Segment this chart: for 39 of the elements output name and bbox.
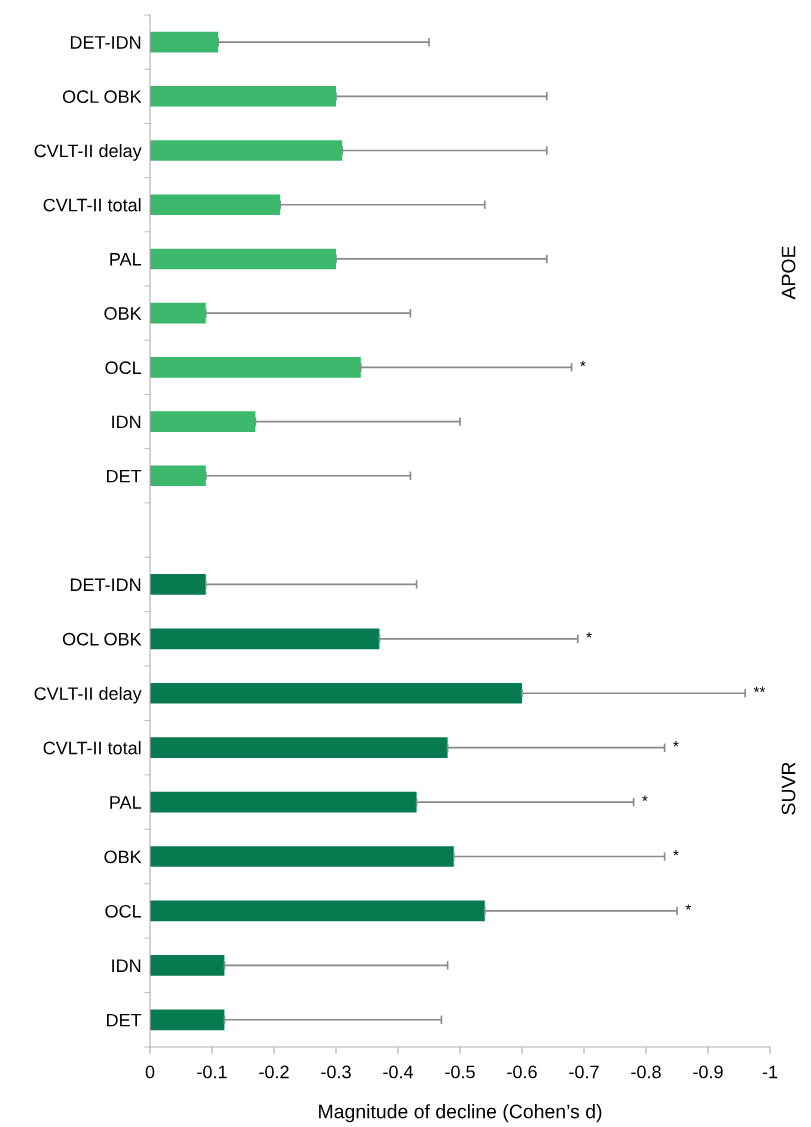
x-tick-label: -0.6 [507, 1065, 537, 1079]
x-tick-label: -0.4 [383, 1065, 414, 1079]
y-tick-label: OCL OBK [62, 90, 142, 104]
y-tick-label: CVLT-II total [43, 741, 141, 755]
y-tick-label: CVLT-II delay [34, 686, 142, 704]
x-tick-label: -0.8 [631, 1065, 661, 1079]
y-axis-title: SUVR [781, 762, 796, 815]
y-tick-label: OBK [104, 307, 142, 320]
x-tick-label: -0.9 [693, 1065, 723, 1079]
x-tick-label: -0.3 [321, 1065, 351, 1079]
y-tick-label: PAL [110, 253, 142, 266]
y-tick-label: OCL OBK [62, 632, 142, 646]
y-tick-label: IDN [112, 959, 141, 972]
x-tick-label: -0.1 [197, 1065, 227, 1079]
y-axis-title: APOE [781, 246, 796, 300]
annotation: * [642, 795, 648, 801]
x-tick-label: -1 [762, 1065, 778, 1079]
x-axis-title: Magnitude of decline (Cohen’s d) [319, 1104, 602, 1123]
annotation: ** [753, 686, 766, 693]
annotation: * [673, 741, 679, 747]
x-tick-label: 0 [145, 1065, 155, 1079]
x-tick-label: -0.7 [569, 1065, 599, 1079]
y-tick-label: IDN [112, 415, 141, 429]
y-tick-label: OCL [105, 361, 142, 375]
y-tick-label: PAL [110, 796, 142, 809]
y-tick-label: OCL [105, 904, 142, 918]
y-tick-label: CVLT-II delay [34, 143, 142, 161]
annotation: * [673, 849, 679, 856]
y-tick-label: CVLT-II total [43, 198, 141, 212]
annotation: * [586, 632, 592, 638]
y-tick-label: DET [107, 1013, 142, 1027]
y-tick-label: OBK [104, 850, 142, 864]
annotation: * [580, 360, 586, 367]
y-tick-label: DET [107, 469, 142, 483]
y-tick-label: DET-IDN [70, 36, 141, 49]
y-tick-label: DET-IDN [70, 578, 141, 591]
x-tick-label: -0.2 [259, 1065, 289, 1079]
annotation: * [685, 904, 692, 910]
x-tick-label: -0.5 [445, 1065, 475, 1079]
